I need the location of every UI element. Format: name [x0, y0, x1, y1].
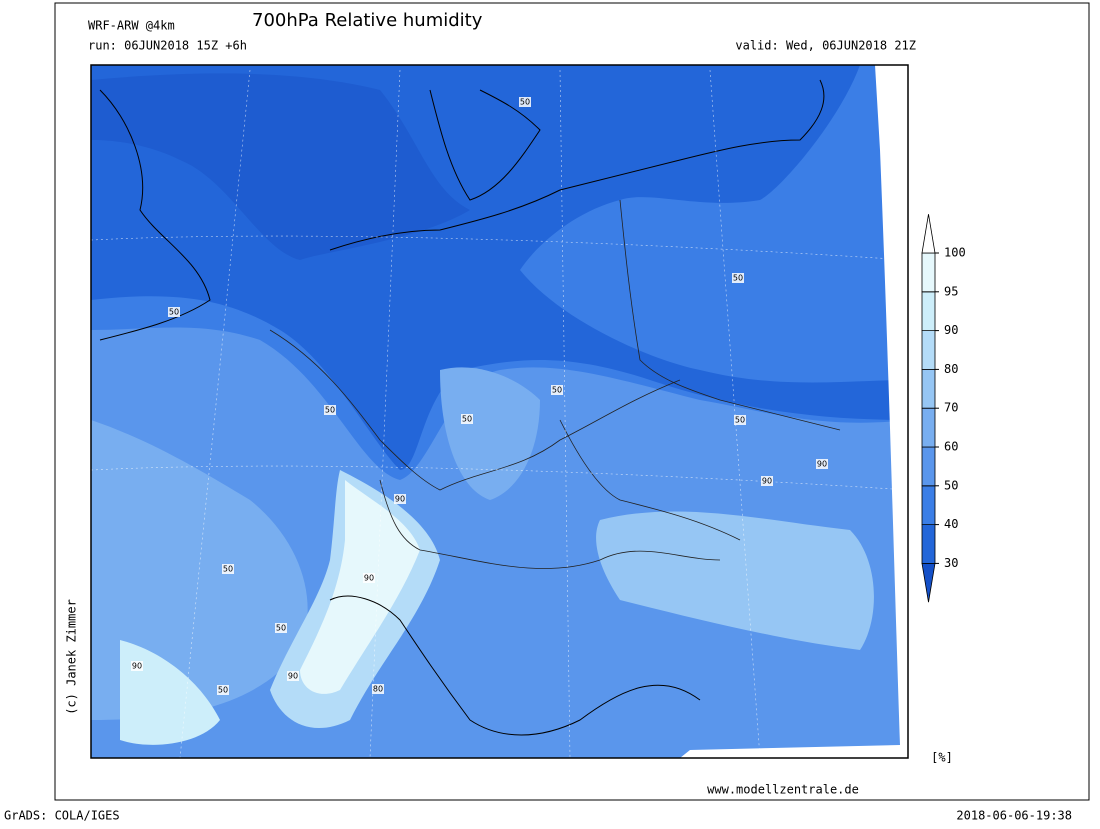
contour-label-box — [222, 564, 234, 574]
contour-label-box — [551, 385, 563, 395]
colorbar-label: 80 — [944, 362, 958, 376]
contour-label-box — [372, 684, 384, 694]
contour-label: 90 — [288, 672, 298, 681]
colorbar-label: 50 — [944, 478, 958, 492]
contour-label: 50 — [552, 386, 562, 395]
field-25 — [91, 73, 470, 260]
outside-domain — [680, 65, 908, 758]
contour-label: 90 — [762, 477, 772, 486]
colorbar-label: 40 — [944, 517, 958, 531]
valid-label: valid: Wed, 06JUN2018 21Z — [735, 39, 916, 53]
colorbar-segment — [921, 252, 936, 293]
colorbar-label: 95 — [944, 284, 958, 298]
contour-label: 50 — [223, 565, 233, 574]
contour-label: 80 — [373, 685, 383, 694]
colorbar-segment — [921, 291, 936, 331]
coastlines — [99, 79, 825, 736]
colorbar-label: 60 — [944, 440, 958, 454]
contour-label: 90 — [364, 574, 374, 583]
software: GrADS: COLA/IGES — [4, 809, 120, 823]
contour-label-box — [363, 573, 375, 583]
contour-label-box — [761, 476, 773, 486]
colorbar-label: 90 — [944, 323, 958, 337]
colorbar-segment — [921, 369, 936, 409]
contour-label: 50 — [218, 686, 228, 695]
contour-label-box — [287, 671, 299, 681]
field-90 — [120, 640, 220, 745]
contour-label: 90 — [395, 495, 405, 504]
map: 50 50 50 50 50 50 50 90 90 90 50 90 90 50 80 90 50 — [90, 64, 909, 759]
credit: (c) Janek Zimmer — [65, 599, 79, 715]
field-60b — [440, 367, 540, 500]
contour-label-box — [461, 414, 473, 424]
outer-frame — [54, 2, 1090, 801]
colorbar-segment — [921, 330, 936, 370]
colorbar-segment — [921, 407, 936, 448]
timestamp: 2018-06-06-19:38 — [956, 809, 1072, 823]
contour-label: 50 — [520, 98, 530, 107]
colorbar-label: 70 — [944, 401, 958, 415]
contour-label-box — [275, 623, 287, 633]
contour-label-box — [816, 459, 828, 469]
contour-label: 50 — [735, 416, 745, 425]
colorbar-segment — [921, 446, 936, 487]
contour-label: 50 — [276, 624, 286, 633]
field-95 — [300, 480, 420, 694]
contour-label-box — [168, 307, 180, 317]
field-70 — [596, 511, 874, 650]
website: www.modellzentrale.de — [707, 783, 859, 797]
contour-label-box — [732, 273, 744, 283]
colorbar-segment — [921, 524, 936, 564]
contour-label: 50 — [169, 308, 179, 317]
borders — [269, 199, 841, 569]
contour-labels: 50 50 50 50 50 50 50 90 90 90 50 90 90 50 80 90 50 — [131, 97, 828, 695]
colorbar-label: 30 — [944, 556, 958, 570]
field-60 — [91, 420, 308, 720]
model-label: WRF-ARW @4km — [88, 19, 175, 33]
map-title: 700hPa Relative humidity — [252, 10, 483, 31]
contour-label-box — [519, 97, 531, 107]
colorbar-unit: [%] — [931, 751, 953, 765]
colorbar-segment — [921, 485, 936, 525]
contour-label-box — [131, 661, 143, 671]
contour-label: 90 — [817, 460, 827, 469]
contour-label: 50 — [325, 406, 335, 415]
colorbar-segment — [921, 563, 936, 603]
contour-label-box — [324, 405, 336, 415]
run-label: run: 06JUN2018 15Z +6h — [88, 39, 247, 53]
graticule — [91, 69, 908, 758]
contour-label-box — [734, 415, 746, 425]
contour-label: 50 — [733, 274, 743, 283]
colorbar: 30 40 50 60 70 80 90 95 100 — [921, 214, 966, 603]
colorbar-segment — [921, 214, 936, 254]
contour-label-box — [217, 685, 229, 695]
contour-label: 50 — [462, 415, 472, 424]
contour-label-box — [394, 494, 406, 504]
colorbar-label: 100 — [944, 246, 966, 260]
map-frame — [90, 64, 909, 759]
contour-label: 90 — [132, 662, 142, 671]
